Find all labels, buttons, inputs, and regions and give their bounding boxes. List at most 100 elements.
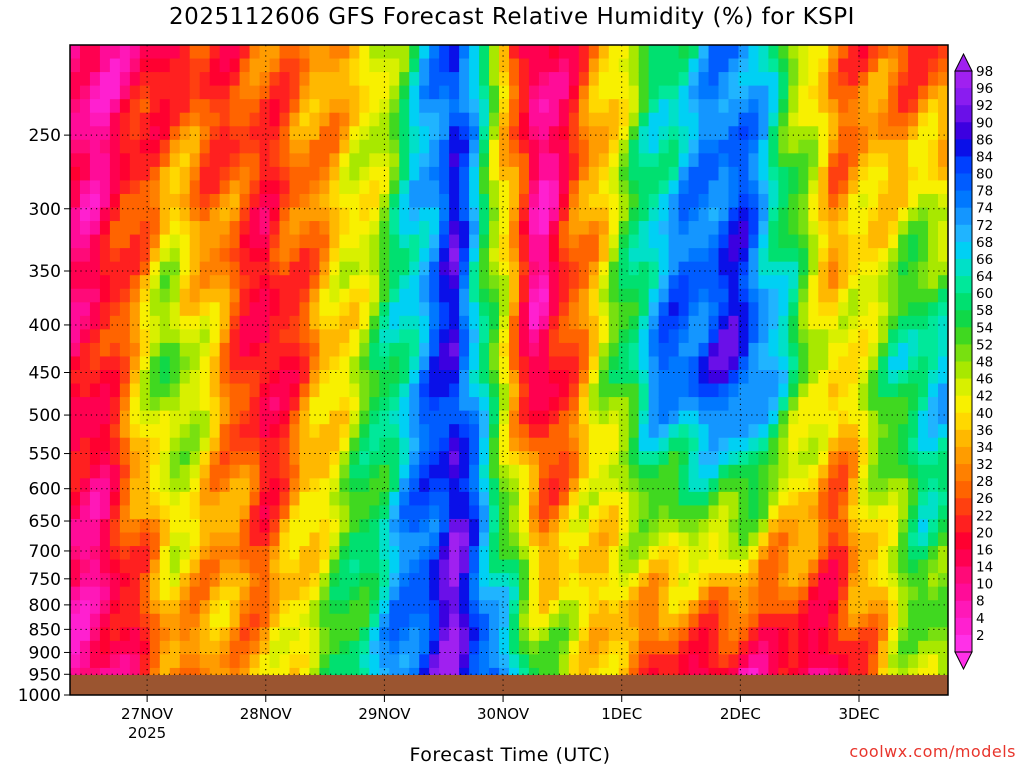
rh-cell (918, 491, 929, 507)
rh-cell (578, 315, 590, 330)
rh-cell (359, 234, 370, 249)
colorbar-swatch (955, 617, 972, 636)
rh-cell (289, 559, 301, 574)
rh-cell (718, 166, 730, 182)
rh-cell (259, 275, 271, 290)
rh-cell (109, 627, 121, 642)
rh-cell (389, 275, 400, 290)
rh-cell (169, 302, 181, 317)
rh-cell (359, 505, 370, 520)
rh-cell (409, 370, 420, 385)
rh-cell (179, 478, 191, 493)
rh-cell (299, 397, 311, 412)
rh-cell (848, 58, 859, 73)
rh-cell (708, 139, 720, 154)
rh-cell (908, 654, 919, 669)
rh-cell (928, 72, 939, 87)
rh-cell (469, 370, 480, 385)
rh-cell (319, 464, 331, 479)
rh-cell (938, 532, 948, 547)
rh-cell (548, 302, 560, 317)
rh-cell (718, 383, 730, 398)
rh-cell (489, 85, 500, 100)
rh-cell (848, 193, 859, 209)
rh-cell (888, 491, 899, 507)
rh-cell (738, 275, 750, 290)
rh-cell (548, 329, 560, 344)
rh-cell (479, 546, 490, 561)
rh-cell (888, 383, 899, 398)
rh-cell (938, 410, 948, 425)
rh-cell (678, 600, 690, 615)
rh-cell (109, 275, 121, 290)
rh-cell (868, 302, 879, 317)
rh-cell (678, 302, 690, 317)
rh-cell (479, 234, 490, 249)
rh-cell (309, 424, 321, 439)
rh-cell (548, 383, 560, 398)
rh-cell (449, 342, 460, 358)
rh-cell (259, 207, 271, 222)
rh-cell (159, 275, 171, 290)
rh-cell (518, 207, 530, 222)
rh-cell (319, 112, 331, 127)
rh-cell (718, 573, 730, 588)
rh-cell (329, 166, 340, 182)
rh-cell (509, 464, 520, 479)
rh-cell (908, 586, 919, 601)
rh-cell (758, 667, 770, 683)
rh-cell (738, 437, 750, 452)
rh-cell (289, 58, 301, 73)
rh-cell (728, 139, 740, 154)
rh-cell (379, 478, 390, 493)
rh-cell (938, 85, 948, 100)
rh-cell (109, 667, 121, 683)
rh-cell (279, 126, 291, 141)
rh-cell (898, 424, 909, 439)
rh-cell (928, 221, 939, 236)
rh-cell (528, 166, 540, 182)
rh-cell (568, 424, 580, 439)
rh-cell (79, 600, 91, 615)
rh-cell (259, 85, 271, 100)
rh-cell (608, 451, 620, 466)
rh-cell (439, 600, 450, 615)
rh-cell (918, 546, 929, 561)
rh-cell (299, 234, 311, 249)
rh-cell (70, 193, 81, 209)
rh-cell (928, 464, 939, 479)
rh-cell (299, 478, 311, 493)
rh-cell (369, 491, 380, 507)
rh-cell (528, 613, 540, 628)
rh-cell (818, 518, 829, 534)
rh-cell (788, 275, 799, 290)
rh-cell (449, 261, 460, 276)
y-tick-label: 500 (29, 406, 61, 426)
rh-cell (748, 491, 760, 507)
rh-cell (469, 627, 480, 642)
rh-cell (748, 451, 760, 466)
rh-cell (70, 45, 81, 60)
rh-cell (389, 370, 400, 385)
rh-cell (409, 193, 420, 209)
rh-cell (449, 546, 460, 561)
rh-cell (518, 139, 530, 154)
rh-cell (189, 85, 201, 100)
rh-cell (918, 518, 929, 534)
y-tick-label: 400 (29, 316, 61, 336)
rh-cell (918, 221, 929, 236)
rh-cell (70, 221, 81, 236)
rh-cell (199, 640, 211, 655)
rh-cell (778, 518, 789, 534)
rh-cell (289, 193, 301, 209)
rh-cell (229, 397, 241, 412)
rh-cell (768, 112, 779, 127)
rh-cell (628, 85, 640, 100)
rh-cell (758, 627, 770, 642)
rh-cell (339, 45, 350, 60)
rh-cell (818, 586, 829, 601)
rh-cell (79, 275, 91, 290)
rh-cell (179, 370, 191, 385)
rh-cell (499, 342, 510, 358)
rh-cell (319, 139, 331, 154)
